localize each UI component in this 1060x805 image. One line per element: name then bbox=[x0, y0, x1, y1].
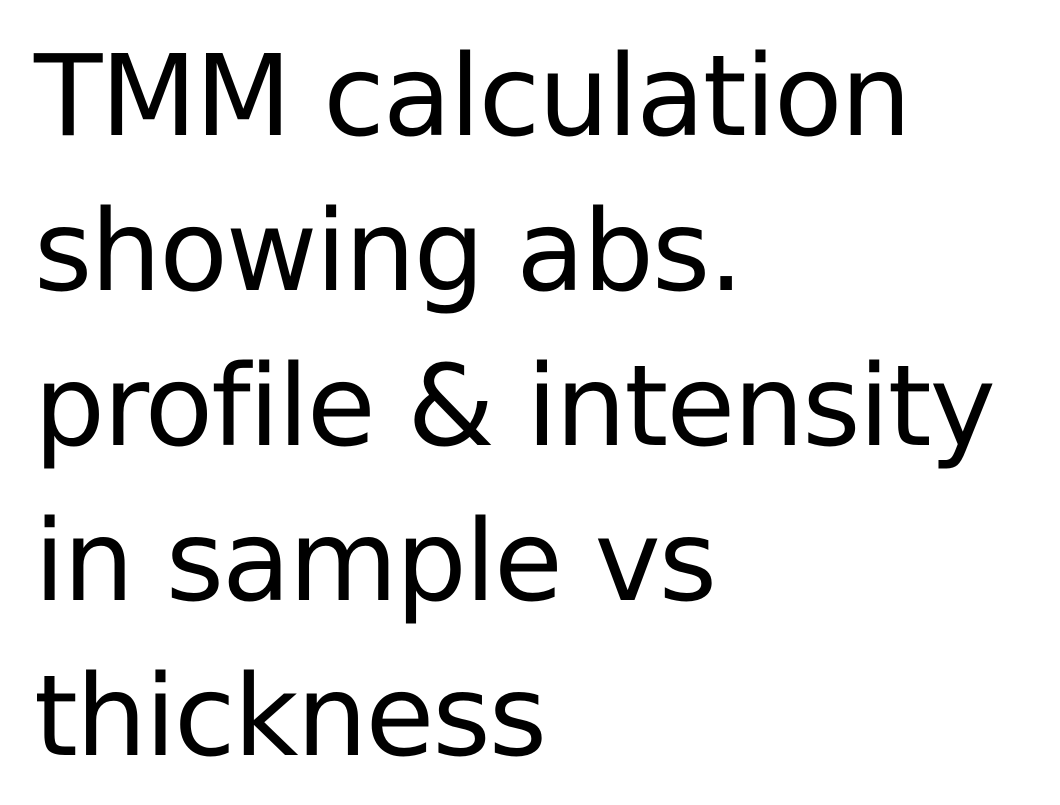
slide-text-line-4: in sample vs bbox=[34, 497, 717, 627]
slide-text-line-1: TMM calculation bbox=[34, 32, 911, 162]
slide-text-line-5: thickness bbox=[34, 652, 547, 782]
slide-text-line-3: profile & intensity bbox=[34, 342, 996, 472]
slide-text-line-2: showing abs. bbox=[34, 187, 744, 317]
slide-text-block: TMM calculation showing abs. profile & i… bbox=[34, 20, 1044, 795]
